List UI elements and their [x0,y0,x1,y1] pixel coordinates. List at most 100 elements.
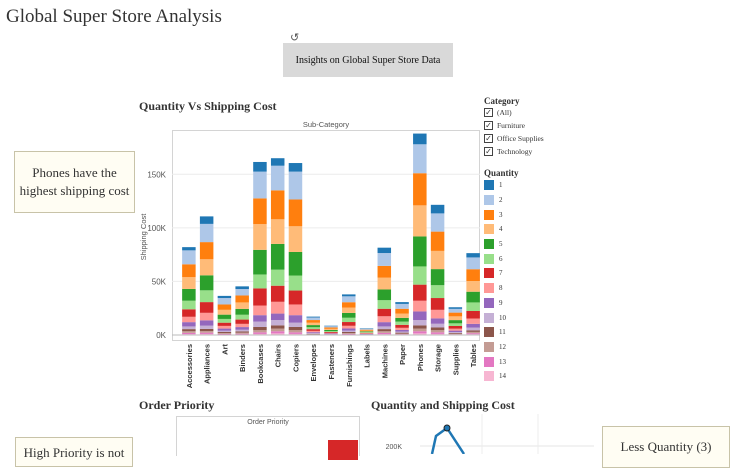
bar-segment[interactable] [199,259,214,276]
bar-segment[interactable] [235,332,249,334]
bar-segment[interactable] [288,199,303,227]
bar-segment[interactable] [270,158,285,166]
bar-segment[interactable] [288,290,303,305]
bar-segment[interactable] [270,165,285,191]
bar-segment[interactable] [413,133,427,145]
bar-segment[interactable] [182,316,196,323]
bar-segment[interactable] [342,312,356,318]
bar-segment[interactable] [448,308,463,313]
bar-segment[interactable] [182,247,196,251]
bar-segment[interactable] [199,331,214,333]
bar-segment[interactable] [270,285,285,302]
bar-segment[interactable] [413,325,427,329]
bar-segment[interactable] [235,289,249,296]
bar-segment[interactable] [377,247,392,254]
bar-segment[interactable] [430,332,445,334]
bar-segment[interactable] [448,332,463,334]
bar-segment[interactable] [235,302,249,309]
bar-segment[interactable] [324,333,338,335]
bar-segment[interactable] [288,163,303,172]
bar-segment[interactable] [217,328,232,331]
bar-segment[interactable] [359,332,374,334]
quantity-legend-item[interactable]: 6 [484,251,554,266]
bar-segment[interactable] [359,328,374,329]
bar-segment[interactable] [235,333,249,335]
bar-segment[interactable] [253,161,267,172]
bar-segment[interactable] [270,333,285,335]
bar-segment[interactable] [359,329,374,331]
bar-segment[interactable] [182,326,196,330]
bar-segment[interactable] [199,328,214,332]
bar-segment[interactable] [466,327,480,331]
bar-segment[interactable] [199,333,214,335]
bar-segment[interactable] [377,331,392,333]
bar-segment[interactable] [413,320,427,326]
bar-segment[interactable] [342,317,356,323]
bar-segment[interactable] [466,330,480,332]
bar-segment[interactable] [377,277,392,290]
bar-segment[interactable] [288,326,303,331]
bar-segment[interactable] [466,281,480,292]
bar-segment[interactable] [199,275,214,291]
bar-segment[interactable] [288,226,303,252]
bar-segment[interactable] [182,250,196,265]
bar-segment[interactable] [235,308,249,315]
bar-segment[interactable] [430,250,445,270]
bar-segment[interactable] [306,330,320,333]
bar-segment[interactable] [270,325,285,329]
bar-segment[interactable] [466,331,480,334]
bar-segment[interactable] [342,294,356,297]
bar-segment[interactable] [430,330,445,333]
bar-segment[interactable] [342,325,356,329]
bar-segment[interactable] [466,302,480,311]
bar-segment[interactable] [235,329,249,332]
bar-segment[interactable] [377,265,392,278]
bar-segment[interactable] [235,319,249,324]
bar-segment[interactable] [235,331,249,333]
bar-segment[interactable] [199,242,214,260]
bar-segment[interactable] [324,331,338,333]
bar-segment[interactable] [324,334,338,335]
bar-segment[interactable] [395,331,409,333]
bar-segment[interactable] [430,333,445,335]
bar-segment[interactable] [253,321,267,327]
bar-segment[interactable] [306,332,320,334]
bar-segment[interactable] [466,311,480,319]
bar-segment[interactable] [377,316,392,323]
bar-segment[interactable] [199,302,214,313]
bar-segment[interactable] [466,323,480,328]
bar-segment[interactable] [342,307,356,313]
bar-segment[interactable] [448,320,463,324]
quantity-legend-item[interactable]: 5 [484,237,554,252]
bar-segment[interactable] [359,332,374,333]
bar-segment[interactable] [359,328,374,330]
bar-segment[interactable] [253,171,267,199]
bar-segment[interactable] [324,332,338,334]
bar-segment[interactable] [217,330,232,332]
bar-segment[interactable] [270,313,285,320]
bar-segment[interactable] [324,328,338,330]
quantity-legend-item[interactable]: 4 [484,222,554,237]
bar-segment[interactable] [235,295,249,303]
bar-segment[interactable] [270,219,285,244]
bar-segment[interactable] [253,330,267,333]
bar-segment[interactable] [235,327,249,330]
bar-segment[interactable] [253,288,267,306]
bar-segment[interactable] [306,320,320,323]
bar-segment[interactable] [342,332,356,334]
bar-segment[interactable] [306,325,320,328]
quantity-legend-item[interactable]: 13 [484,354,554,369]
bar-segment[interactable] [199,312,214,321]
quantity-legend-item[interactable]: 12 [484,340,554,355]
bar-segment[interactable] [395,308,409,314]
bar-segment[interactable] [270,320,285,326]
bar-segment[interactable] [466,257,480,270]
bar-segment[interactable] [377,253,392,266]
bar-segment[interactable] [359,333,374,334]
bar-segment[interactable] [359,331,374,333]
bar-segment[interactable] [430,269,445,286]
bar-segment[interactable] [377,326,392,330]
bar-segment[interactable] [430,285,445,299]
bar-segment[interactable] [182,332,196,335]
bar-segment[interactable] [199,290,214,303]
